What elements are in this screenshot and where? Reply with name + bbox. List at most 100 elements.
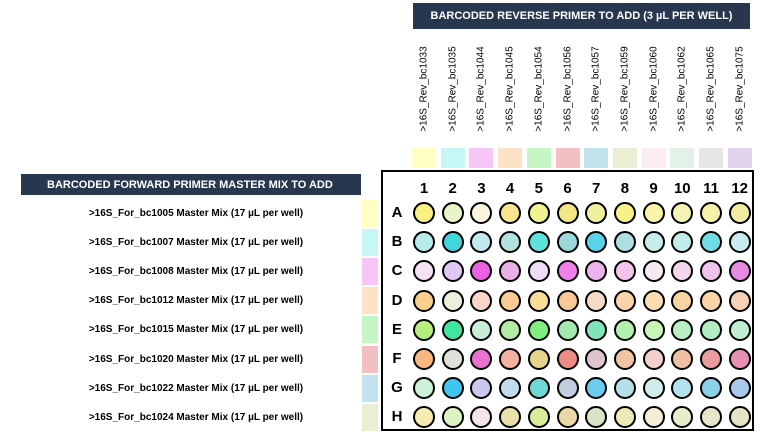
plate-well [642, 289, 665, 312]
reverse-primer-label-text: >16S_Rev_bc1065 [705, 46, 717, 132]
plate-column-number: 12 [731, 180, 749, 197]
plate-well [413, 289, 435, 312]
plate-well [671, 377, 694, 400]
plate-well [700, 260, 722, 283]
reverse-primer-label: >16S_Rev_bc1065 [701, 38, 721, 140]
plate-well [527, 348, 550, 370]
plate-well [671, 289, 694, 312]
plate-well [527, 289, 550, 312]
reverse-primer-label: >16S_Rev_bc1044 [471, 38, 491, 140]
plate-well [642, 377, 665, 400]
plate-well [556, 377, 579, 400]
plate-well [585, 231, 608, 254]
reverse-primer-label-text: >16S_Rev_bc1044 [475, 46, 487, 132]
forward-primer-swatch [362, 374, 378, 402]
plate-column-number: 1 [419, 180, 429, 197]
plate-well [613, 406, 636, 429]
reverse-primer-label: >16S_Rev_bc1059 [615, 38, 635, 140]
forward-primer-swatch [362, 345, 378, 373]
plate-well [499, 348, 522, 370]
reverse-primer-label: >16S_Rev_bc1035 [443, 38, 463, 140]
plate-well [728, 377, 751, 400]
plate-well [470, 260, 493, 283]
plate-well [728, 231, 751, 254]
plate-well [499, 318, 522, 341]
plate-well [728, 202, 751, 224]
reverse-primer-swatch [641, 148, 666, 168]
reverse-primer-label: >16S_Rev_bc1056 [558, 38, 578, 140]
plate-well [441, 202, 464, 224]
plate-column-number: 7 [592, 180, 601, 197]
plate-well [613, 289, 636, 312]
plate-column-number: 8 [620, 180, 630, 197]
plate-well [671, 406, 694, 429]
reverse-primer-swatch [555, 148, 580, 168]
plate-well [700, 377, 722, 400]
plate-well [441, 231, 464, 254]
plate-well [470, 406, 493, 429]
plate-well [585, 348, 608, 370]
forward-primer-swatch [362, 403, 378, 431]
plate-column-number: 10 [673, 180, 691, 197]
plate-well [700, 406, 722, 429]
plate-well [556, 231, 579, 254]
plate-well [556, 202, 579, 224]
reverse-primer-label: >16S_Rev_bc1033 [414, 38, 434, 140]
plate-column-number: 11 [703, 180, 719, 197]
reverse-primer-label-text: >16S_Rev_bc1054 [533, 46, 545, 132]
plate-well [527, 406, 550, 429]
plate-well [556, 260, 579, 283]
reverse-primer-swatch [412, 148, 436, 168]
reverse-primer-label-text: >16S_Rev_bc1045 [504, 46, 516, 132]
plate-well [613, 260, 636, 283]
plate-well [556, 348, 579, 370]
plate-row-letter: G [391, 379, 403, 397]
plate-well [470, 231, 493, 254]
reverse-primer-label: >16S_Rev_bc1054 [529, 38, 549, 140]
plate-well [700, 289, 722, 312]
plate-well [527, 202, 550, 224]
plate-well [413, 377, 435, 400]
reverse-primer-swatch [699, 148, 723, 168]
plate-well [413, 406, 435, 429]
reverse-primer-swatch [440, 148, 465, 168]
plate-well [499, 289, 522, 312]
plate-well [613, 202, 636, 224]
reverse-primer-label: >16S_Rev_bc1075 [730, 38, 750, 140]
plate-column-number: 9 [649, 180, 658, 197]
plate-well [556, 289, 579, 312]
forward-primer-label: >16S_For_bc1022 Master Mix (17 µL per we… [88, 382, 304, 394]
reverse-primer-swatch [498, 148, 523, 168]
plate-well [470, 377, 493, 400]
plate-well [613, 318, 636, 341]
forward-primer-label: >16S_For_bc1012 Master Mix (17 µL per we… [88, 295, 304, 307]
plate-well [441, 406, 464, 429]
reverse-primer-header: BARCODED REVERSE PRIMER TO ADD (3 µL PER… [413, 3, 750, 29]
plate-well [527, 318, 550, 341]
forward-primer-swatch [362, 316, 378, 344]
plate-well [700, 348, 722, 370]
plate-well [470, 348, 493, 370]
plate-well [585, 289, 608, 312]
plate-column-number: 2 [448, 180, 457, 197]
plate-row-letter: D [391, 291, 403, 309]
plate-well [671, 260, 694, 283]
plate-well [585, 318, 608, 341]
plate-row-letter: B [391, 233, 403, 251]
plate-well [499, 202, 522, 224]
plate-well [499, 377, 522, 400]
plate-well [671, 231, 694, 254]
plate-well [671, 318, 694, 341]
plate-well [613, 377, 636, 400]
plate-well [671, 348, 694, 370]
plate-row-letter: E [391, 320, 402, 338]
forward-primer-label: >16S_For_bc1008 Master Mix (17 µL per we… [88, 265, 304, 277]
plate-column-number: 4 [505, 180, 515, 197]
plate-column-number: 6 [563, 180, 572, 197]
plate-column-number: 3 [477, 180, 486, 197]
plate-well [527, 377, 550, 400]
plate-well [441, 289, 464, 312]
plate-column-number: 5 [534, 180, 543, 197]
plate-well [585, 406, 608, 429]
plate-well [613, 231, 636, 254]
